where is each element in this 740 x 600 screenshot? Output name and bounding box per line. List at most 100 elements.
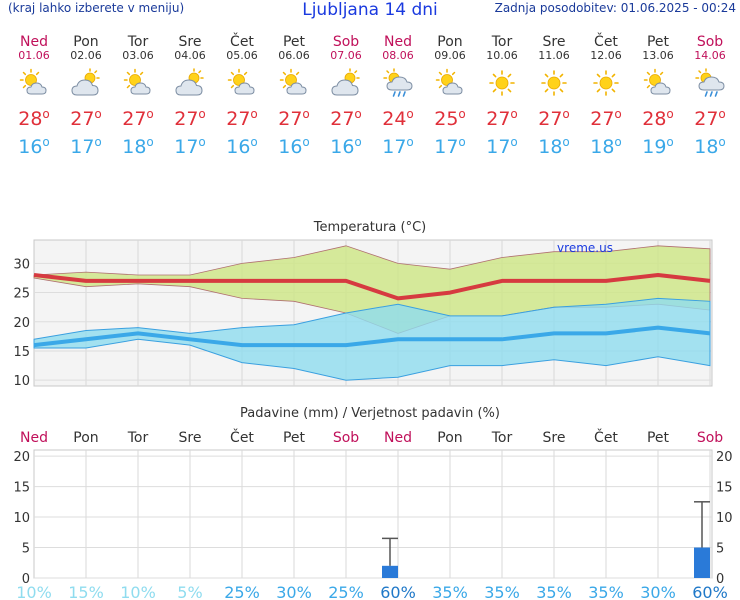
watermark-text: vreme.us xyxy=(557,241,613,255)
precipitation-probability: 35% xyxy=(536,583,572,600)
y-tick-label-left: 0 xyxy=(22,572,30,587)
day-forecast: Čet 05.06 27o 16o xyxy=(216,34,268,158)
precipitation-probability: 35% xyxy=(432,583,468,600)
precipitation-probability: 5% xyxy=(177,583,202,600)
min-temperature: 18o xyxy=(122,135,154,158)
max-temperature: 25o xyxy=(434,107,466,130)
precipitation-probability: 15% xyxy=(68,583,104,600)
min-temperature-line xyxy=(33,325,711,348)
day-name: Sre xyxy=(542,34,566,50)
min-temperature: 17o xyxy=(382,135,414,158)
precipitation-probability: 60% xyxy=(692,583,728,600)
day-date: 11.06 xyxy=(538,49,570,62)
day-forecast: Pon 09.06 25o 17o xyxy=(424,34,476,158)
day-name: Tor xyxy=(127,34,149,50)
day-date: 10.06 xyxy=(486,49,518,62)
max-temperature: 27o xyxy=(330,107,362,130)
day-date: 07.06 xyxy=(330,49,362,62)
day-forecast: Pet 06.06 27o 16o xyxy=(268,34,320,158)
day-forecast: Ned 01.06 28o 16o xyxy=(8,34,60,158)
y-tick-label: 15 xyxy=(13,345,30,360)
precipitation-probability: 35% xyxy=(484,583,520,600)
day-label: Sre xyxy=(179,430,202,446)
y-tick-label-right: 5 xyxy=(716,542,724,557)
day-date: 06.06 xyxy=(278,49,310,62)
sun-icon xyxy=(593,70,619,96)
day-label: Ned xyxy=(384,430,412,446)
max-temperature: 27o xyxy=(486,107,518,130)
min-temperature: 16o xyxy=(18,135,50,158)
y-tick-label: 30 xyxy=(13,257,30,272)
y-tick-label-left: 20 xyxy=(13,450,30,465)
max-temperature: 27o xyxy=(590,107,622,130)
day-label: Tor xyxy=(491,430,513,446)
day-date: 01.06 xyxy=(18,49,50,62)
day-forecast: Pon 02.06 27o 17o xyxy=(60,34,112,158)
max-temperature: 28o xyxy=(642,107,674,130)
max-temperature: 24o xyxy=(382,107,414,130)
day-label: Sob xyxy=(697,430,723,446)
day-name: Pon xyxy=(437,34,463,50)
day-label: Pon xyxy=(437,430,462,446)
plot-area xyxy=(33,449,713,579)
y-tick-label: 10 xyxy=(13,374,30,389)
max-temperature: 27o xyxy=(278,107,310,130)
precipitation-probability: 30% xyxy=(640,583,676,600)
day-name: Čet xyxy=(594,34,618,50)
min-temperature: 17o xyxy=(70,135,102,158)
y-tick-label-right: 20 xyxy=(716,450,733,465)
sun-cloud-icon xyxy=(227,68,255,95)
last-update-text: Zadnja posodobitev: 01.06.2025 - 00:24 xyxy=(494,1,736,15)
precipitation-probability: 10% xyxy=(120,583,156,600)
sun-rain-cloud-icon xyxy=(383,68,413,97)
min-temperature: 19o xyxy=(642,135,674,158)
min-temperature: 17o xyxy=(174,135,206,158)
precipitation-chart-title: Padavine (mm) / Verjetnost padavin (%) xyxy=(240,406,500,421)
day-label: Čet xyxy=(594,428,618,446)
day-date: 03.06 xyxy=(122,49,154,62)
day-name: Pon xyxy=(73,34,99,50)
precipitation-probability: 25% xyxy=(328,583,364,600)
sun-cloud-icon xyxy=(435,68,463,95)
day-forecast: Sre 11.06 27o 18o xyxy=(528,34,580,158)
cloud-sun-icon xyxy=(331,68,360,96)
temperature-chart: 10 15 20 25 30 vreme.us xyxy=(0,236,740,392)
sun-icon xyxy=(489,70,515,96)
day-forecast: Sob 07.06 27o 16o xyxy=(320,34,372,158)
temperature-chart-title: Temperatura (°C) xyxy=(313,220,427,235)
day-name: Pet xyxy=(646,34,670,50)
day-label: Pet xyxy=(283,430,306,446)
day-name: Sre xyxy=(178,34,202,50)
cloud-sun-icon xyxy=(175,68,204,96)
min-temperature: 18o xyxy=(694,135,726,158)
max-temperature: 28o xyxy=(18,107,50,130)
y-tick-label: 20 xyxy=(13,316,30,331)
day-name: Pet xyxy=(282,34,306,50)
y-tick-label-left: 15 xyxy=(13,481,30,496)
day-label: Pet xyxy=(647,430,670,446)
min-temperature-range xyxy=(33,297,711,381)
y-tick-label: 25 xyxy=(13,287,30,302)
precipitation-probability: 35% xyxy=(588,583,624,600)
day-name: Sob xyxy=(332,34,360,50)
min-temperature: 17o xyxy=(486,135,518,158)
day-date: 05.06 xyxy=(226,49,258,62)
location-menu-hint[interactable]: (kraj lahko izberete v meniju) xyxy=(8,1,185,15)
day-label: Sob xyxy=(333,430,359,446)
precipitation-probability: 30% xyxy=(276,583,312,600)
sun-cloud-icon xyxy=(123,68,151,95)
max-temperature: 27o xyxy=(694,107,726,130)
max-temperature: 27o xyxy=(174,107,206,130)
sun-icon xyxy=(541,70,567,96)
day-date: 04.06 xyxy=(174,49,206,62)
day-date: 12.06 xyxy=(590,49,622,62)
precipitation-bar xyxy=(382,565,398,578)
day-name: Sob xyxy=(696,34,724,50)
max-temperature-line xyxy=(33,273,711,301)
sun-cloud-icon xyxy=(279,68,307,95)
min-temperature: 16o xyxy=(226,135,258,158)
day-label: Tor xyxy=(127,430,149,446)
min-temperature: 16o xyxy=(330,135,362,158)
day-label: Pon xyxy=(73,430,98,446)
min-temperature: 18o xyxy=(538,135,570,158)
